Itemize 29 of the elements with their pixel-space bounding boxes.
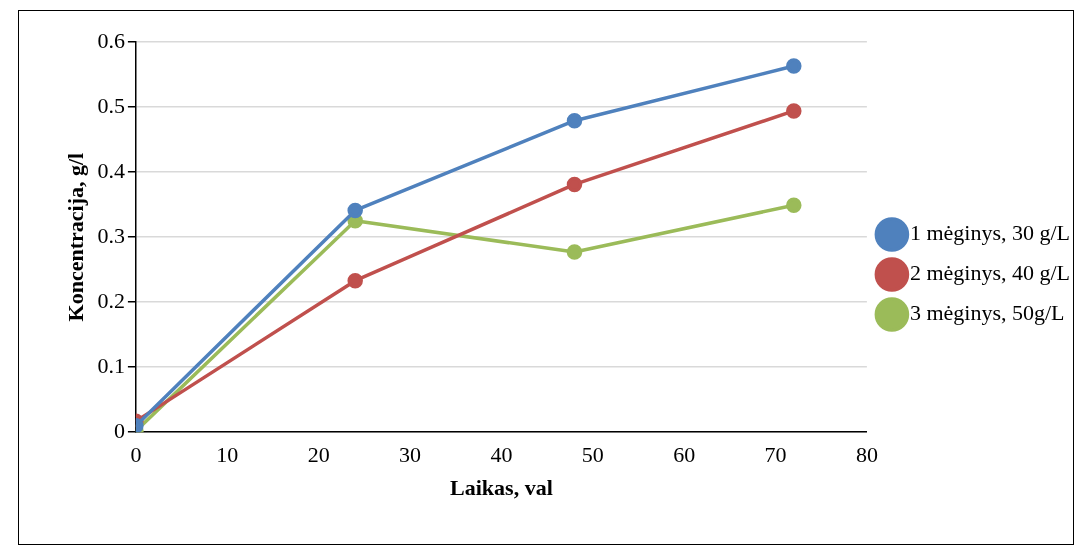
legend-label: 1 mėginys, 30 g/L [909, 220, 1071, 246]
point [566, 244, 583, 260]
y-tick-label: 0 [113, 417, 125, 443]
x-tick-label: 80 [855, 442, 878, 468]
y-tick-label: 0.1 [97, 352, 125, 378]
legend-label: 2 mėginys, 40 g/L [909, 260, 1071, 286]
x-tick-label: 10 [216, 442, 239, 468]
y-tick-label: 0.3 [97, 222, 125, 248]
x-axis-title: Laikas, val [450, 475, 553, 501]
x-tick-label: 30 [399, 442, 422, 468]
y-axis-title: Koncentracija, g/l [62, 152, 88, 322]
y-tick-label: 0.4 [97, 157, 125, 183]
x-tick-label: 50 [581, 442, 604, 468]
point [347, 202, 363, 219]
point [347, 272, 363, 289]
point [786, 197, 802, 213]
x-tick-label: 0 [130, 442, 142, 468]
point [786, 103, 802, 119]
point [566, 176, 583, 193]
point [786, 58, 802, 74]
x-tick-label: 20 [307, 442, 330, 468]
y-tick-label: 0.2 [97, 287, 125, 313]
legend-label: 3 mėginys, 50g/L [909, 300, 1065, 326]
x-tick-label: 40 [490, 442, 513, 468]
x-tick-label: 70 [764, 442, 787, 468]
point [566, 112, 583, 129]
y-tick-label: 0.5 [97, 92, 125, 118]
x-tick-label: 60 [673, 442, 696, 468]
y-tick-label: 0.6 [97, 27, 125, 53]
